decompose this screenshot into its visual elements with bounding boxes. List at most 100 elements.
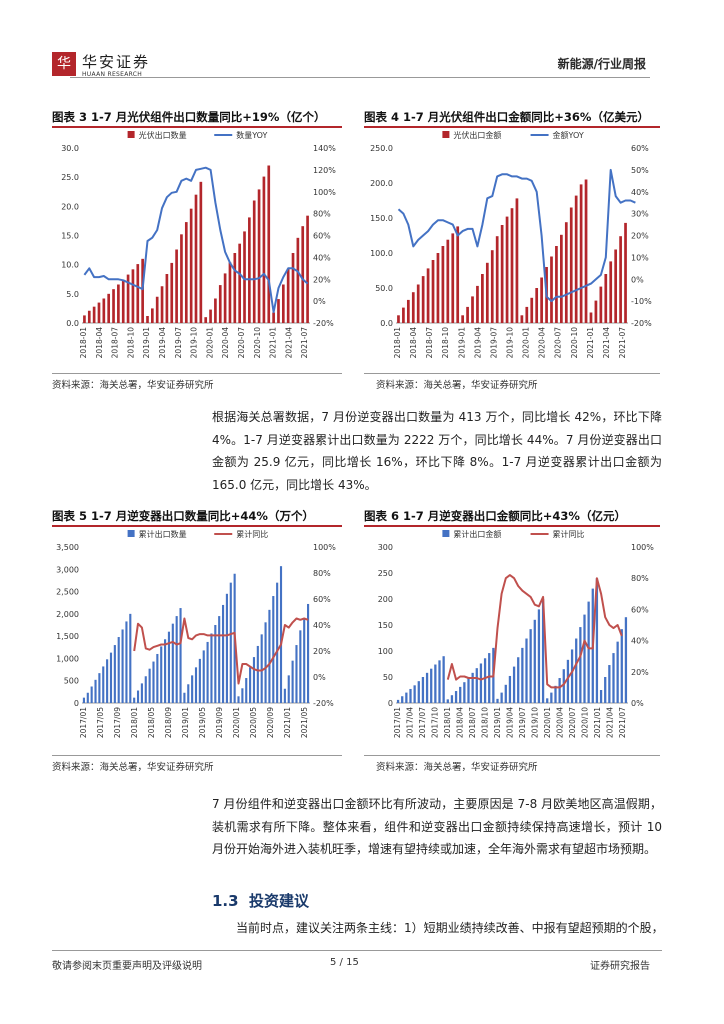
x-tick-label: 2020-01 [205,327,214,359]
x-tick-label: 2018-04 [409,327,418,359]
bar [249,667,252,703]
right-tick-label: 100% [313,543,336,552]
bar [264,622,267,703]
bar [517,657,520,703]
bar [500,225,504,323]
left-tick-label: 250.0 [370,144,393,153]
footer-disclaimer: 敬请参阅末页重要声明及评级说明 [52,961,202,972]
bar [521,647,524,703]
bar [451,233,455,323]
x-tick-label: 2020-07 [554,327,563,359]
x-tick-label: 2020/04 [556,707,565,738]
right-tick-label: 20% [631,668,649,677]
x-tick-label: 2019/05 [198,707,207,738]
bar [256,645,259,703]
right-tick-label: 0% [313,297,326,306]
x-tick-label: 2021/01 [593,707,602,738]
x-tick-label: 2019-01 [457,327,466,359]
x-tick-label: 2021-07 [618,327,627,359]
x-tick-label: 2018-01 [79,327,88,359]
bar [619,236,622,323]
x-tick-label: 2019-07 [489,327,498,359]
bar [402,307,405,323]
fig3-title: 图表 3 1-7 月光伏组件出口数量同比+19%（亿个） [52,110,326,124]
bar [272,596,275,703]
bar [301,226,305,323]
bar [587,601,590,703]
bar [175,616,178,703]
bar [446,239,450,323]
body-paragraph-1: 根据海关总署数据，7 月份逆变器出口数量为 413 万个，同比增长 42%，环比… [212,410,662,492]
bar [191,675,194,703]
bar [496,698,499,703]
right-tick-label: 40% [631,637,649,646]
fig4-title: 图表 4 1-7 月光伏组件出口金额同比+36%（亿美元） [364,110,649,124]
section-heading: 1.3 投资建议 [212,890,309,911]
x-tick-label: 2018/01 [443,707,452,738]
bar [252,200,256,323]
x-tick-label: 2019-01 [142,327,151,359]
legend-bar-label: 累计出口金额 [453,529,501,539]
bar [237,696,240,703]
left-tick-label: 150.0 [370,214,393,223]
bar [218,616,221,703]
legend-bar-label: 累计出口数量 [139,529,187,539]
left-tick-label: 0.0 [380,319,393,328]
x-tick-label: 2019/09 [215,707,224,738]
bar [554,685,557,703]
bar [184,222,188,323]
x-tick-label: 2017/05 [96,707,105,738]
x-tick-label: 2019/01 [181,707,190,738]
right-tick-label: 20% [313,647,331,656]
bar [466,306,469,323]
bar [268,609,271,703]
right-tick-label: 100% [631,543,654,552]
bar [426,268,430,323]
bar [209,309,212,323]
fig4-source-rule [364,373,660,374]
bar [620,629,623,703]
bar [199,181,203,323]
bar [179,608,182,703]
bar [616,641,619,703]
bar [148,668,151,703]
bar [160,286,164,323]
legend-bar-swatch [442,131,450,138]
bar [202,650,205,703]
right-tick-label: 0% [313,673,326,682]
bar [117,637,120,703]
section-title: 投资建议 [249,892,310,910]
bar [450,695,454,703]
logo-subtext: HUAAN RESEARCH [82,71,143,78]
bar [225,593,228,703]
bar [291,253,295,323]
fig5-source-rule [52,755,342,756]
right-tick-label: -10% [631,297,652,306]
right-tick-label: 10% [631,253,649,262]
bar [614,249,618,323]
left-tick-label: 3,000 [56,565,79,574]
bar [533,619,536,703]
x-tick-label: 2017/10 [431,707,440,738]
bar [475,668,478,703]
bar [558,678,561,703]
bar [416,284,420,323]
x-tick-label: 2019/07 [518,707,527,738]
legend-bar-swatch [127,530,135,537]
x-tick-label: 2021/05 [300,707,309,738]
bar [624,222,627,323]
bar [569,207,573,323]
x-tick-label: 2021/07 [618,707,627,738]
bar [183,692,186,703]
x-tick-label: 2021-01 [269,327,278,359]
bar [165,274,169,323]
x-tick-label: 2020-04 [538,327,547,359]
bar [495,236,499,323]
bar [413,685,416,703]
x-tick-label: 2018/05 [147,707,156,738]
right-tick-label: 60% [313,232,331,241]
fig4-rule [364,126,660,128]
legend-bar-label: 光伏出口数量 [139,130,187,140]
bar [471,672,474,703]
bar [504,684,507,703]
